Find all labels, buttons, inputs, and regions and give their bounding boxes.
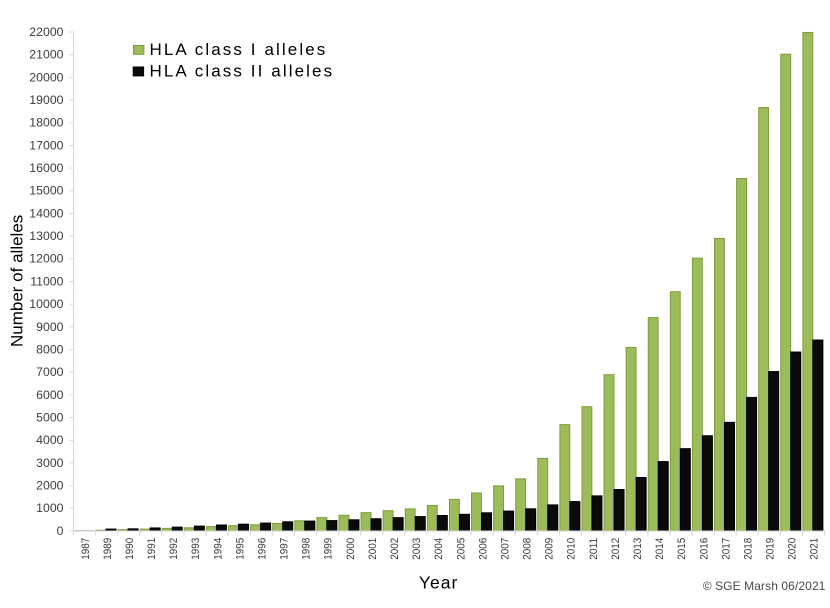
svg-text:2006: 2006: [477, 538, 489, 560]
svg-text:HLA class II alleles: HLA class II alleles: [150, 61, 335, 80]
svg-text:1999: 1999: [323, 538, 335, 560]
svg-text:2019: 2019: [765, 538, 777, 560]
svg-text:Year: Year: [419, 573, 458, 593]
svg-text:1000: 1000: [36, 501, 64, 515]
svg-text:7000: 7000: [36, 365, 64, 379]
svg-text:5000: 5000: [36, 410, 64, 424]
svg-text:10000: 10000: [29, 297, 63, 311]
svg-text:19000: 19000: [29, 93, 63, 107]
svg-text:2000: 2000: [345, 538, 357, 560]
svg-text:0: 0: [57, 524, 64, 538]
svg-text:2004: 2004: [433, 538, 445, 560]
svg-text:1990: 1990: [124, 538, 136, 560]
svg-text:1998: 1998: [301, 538, 313, 560]
svg-text:9000: 9000: [36, 320, 64, 334]
svg-text:21000: 21000: [29, 48, 63, 62]
svg-text:1995: 1995: [234, 538, 246, 560]
svg-text:2015: 2015: [676, 538, 688, 560]
svg-text:2010: 2010: [566, 538, 578, 560]
svg-text:2000: 2000: [36, 479, 64, 493]
svg-text:12000: 12000: [29, 252, 63, 266]
svg-text:2008: 2008: [522, 538, 534, 560]
svg-text:1993: 1993: [190, 538, 202, 560]
svg-text:2009: 2009: [544, 538, 556, 560]
svg-text:HLA class I alleles: HLA class I alleles: [150, 40, 328, 59]
svg-text:2020: 2020: [787, 538, 799, 560]
svg-text:17000: 17000: [29, 138, 63, 152]
svg-text:15000: 15000: [29, 184, 63, 198]
svg-text:1994: 1994: [212, 538, 224, 560]
svg-text:2017: 2017: [720, 538, 732, 560]
svg-text:1997: 1997: [279, 538, 291, 560]
svg-text:6000: 6000: [36, 388, 64, 402]
svg-text:1989: 1989: [102, 538, 114, 560]
svg-text:1987: 1987: [80, 538, 92, 560]
svg-text:1996: 1996: [256, 538, 268, 560]
svg-text:© SGE Marsh 06/2021: © SGE Marsh 06/2021: [703, 579, 826, 593]
svg-text:18000: 18000: [29, 116, 63, 130]
svg-text:2002: 2002: [389, 538, 401, 560]
svg-text:2007: 2007: [499, 538, 511, 560]
svg-text:8000: 8000: [36, 342, 64, 356]
svg-text:3000: 3000: [36, 456, 64, 470]
svg-text:13000: 13000: [29, 229, 63, 243]
svg-text:2012: 2012: [610, 538, 622, 560]
svg-text:22000: 22000: [29, 25, 63, 39]
svg-text:2003: 2003: [411, 538, 423, 560]
svg-text:1991: 1991: [146, 538, 158, 560]
svg-text:2001: 2001: [367, 538, 379, 560]
svg-text:2014: 2014: [654, 538, 666, 560]
svg-text:4000: 4000: [36, 433, 64, 447]
svg-text:2013: 2013: [632, 538, 644, 560]
svg-text:2016: 2016: [698, 538, 710, 560]
svg-text:20000: 20000: [29, 70, 63, 84]
svg-text:1992: 1992: [168, 538, 180, 560]
svg-text:14000: 14000: [29, 206, 63, 220]
svg-text:11000: 11000: [30, 274, 63, 288]
svg-text:Number of alleles: Number of alleles: [8, 215, 27, 347]
svg-text:2018: 2018: [742, 538, 754, 560]
svg-text:16000: 16000: [29, 161, 63, 175]
svg-text:2005: 2005: [455, 538, 467, 560]
svg-text:2011: 2011: [588, 538, 600, 560]
svg-text:2021: 2021: [809, 538, 821, 560]
